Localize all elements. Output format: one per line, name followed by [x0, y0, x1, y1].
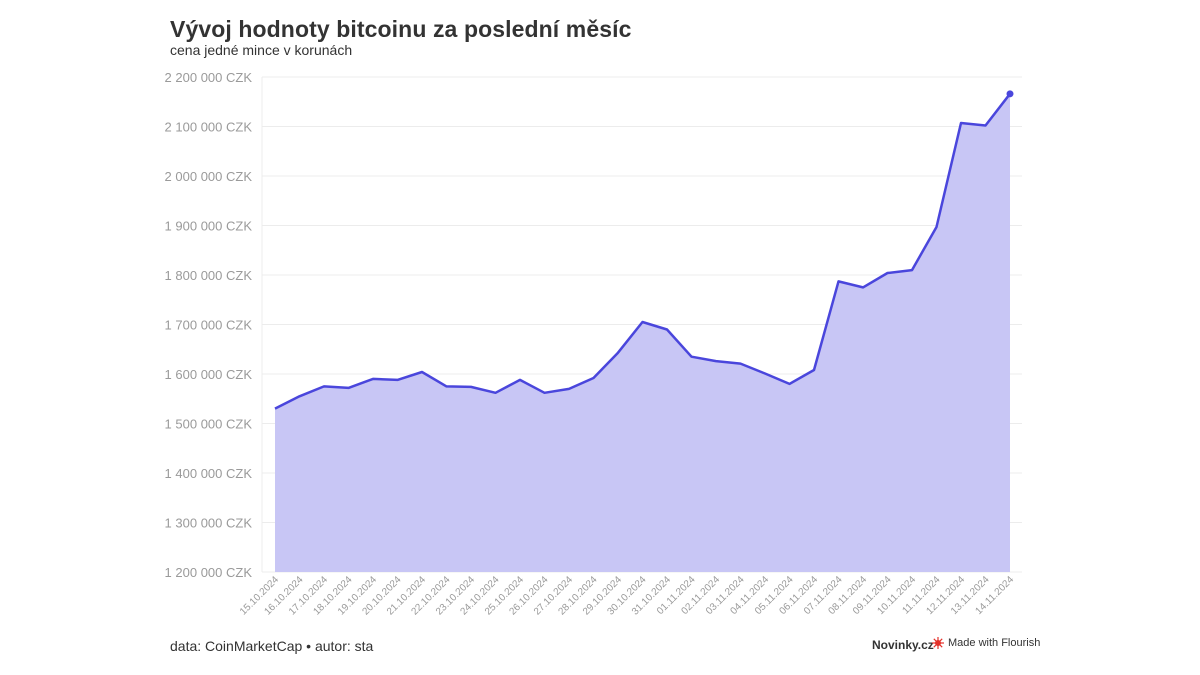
- footer-source: data: CoinMarketCap • autor: sta: [170, 638, 374, 654]
- y-tick-label: 1 700 000 CZK: [165, 318, 253, 333]
- flourish-label: Made with Flourish: [948, 637, 1041, 649]
- chart-title: Vývoj hodnoty bitcoinu za poslední měsíc: [170, 16, 632, 42]
- y-tick-label: 1 900 000 CZK: [165, 219, 253, 234]
- y-tick-label: 2 200 000 CZK: [165, 70, 253, 85]
- y-tick-label: 1 300 000 CZK: [165, 516, 253, 531]
- y-tick-label: 2 000 000 CZK: [165, 169, 253, 184]
- y-tick-label: 1 200 000 CZK: [165, 565, 253, 580]
- publisher-logo[interactable]: Novinky.cz: [872, 638, 934, 652]
- y-tick-label: 1 500 000 CZK: [165, 417, 253, 432]
- flourish-logo-icon: [932, 637, 944, 649]
- chart-subtitle: cena jedné mince v korunách: [170, 42, 353, 58]
- y-tick-label: 2 100 000 CZK: [165, 120, 253, 135]
- last-data-point[interactable]: [1006, 90, 1014, 98]
- x-axis: 15.10.202416.10.202417.10.202418.10.2024…: [238, 574, 1016, 617]
- y-axis: 1 200 000 CZK 1 300 000 CZK 1 400 000 CZK 1…: [165, 70, 253, 580]
- y-tick-label: 1 800 000 CZK: [165, 268, 253, 283]
- y-tick-label: 1 600 000 CZK: [165, 367, 253, 382]
- area-fill: [275, 93, 1010, 573]
- area-series: [274, 90, 1014, 573]
- y-tick-label: 1 400 000 CZK: [165, 466, 253, 481]
- flourish-credit[interactable]: Made with Flourish: [932, 637, 1040, 649]
